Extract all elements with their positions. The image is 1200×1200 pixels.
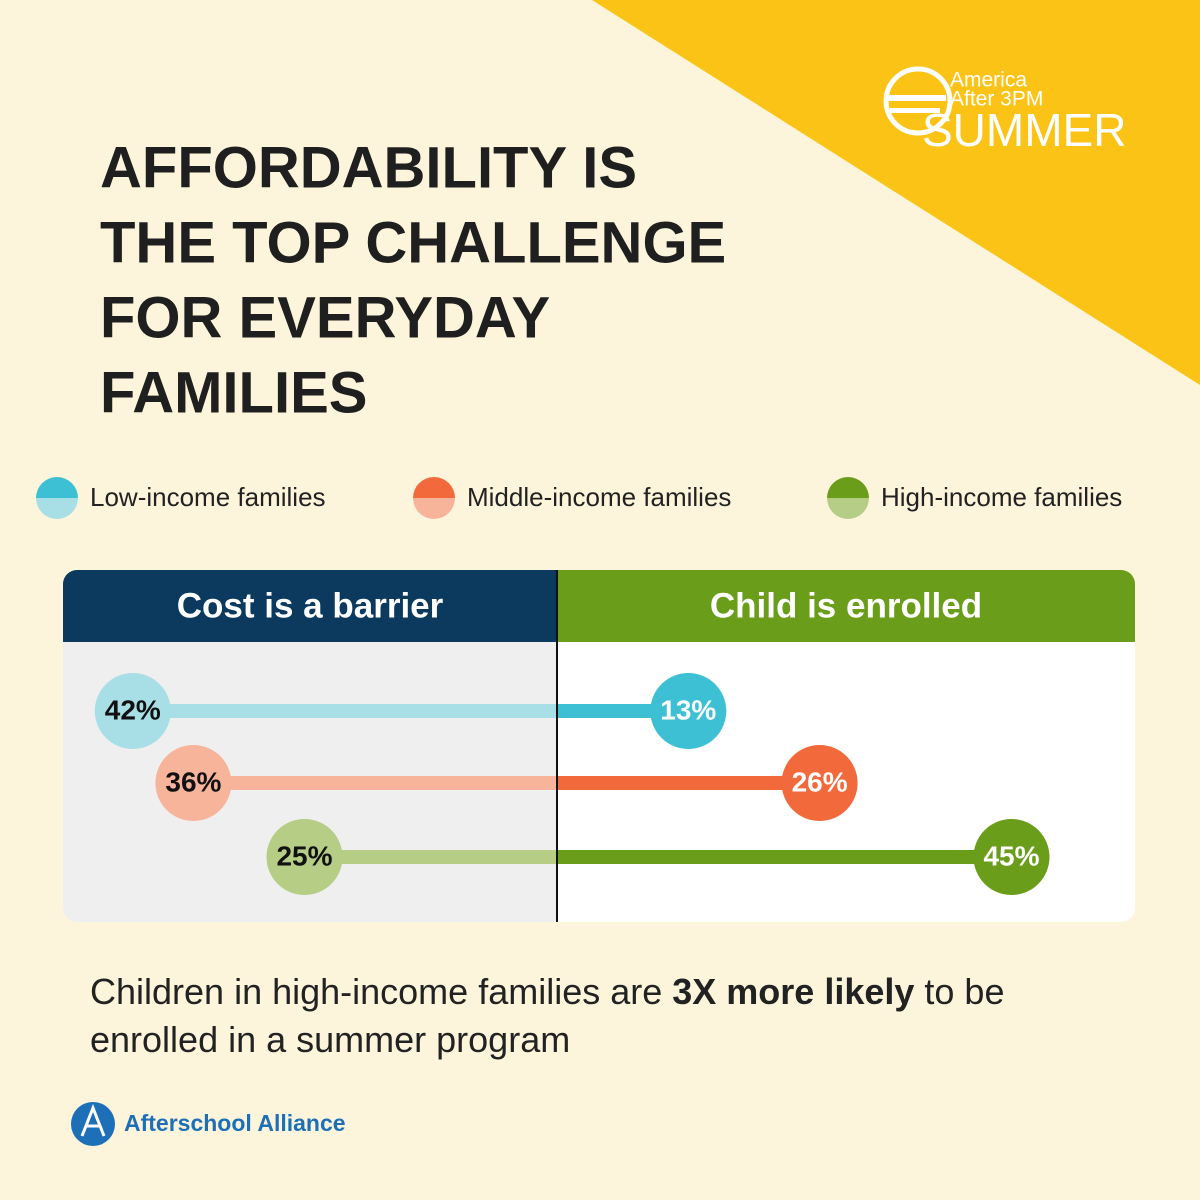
title-line: THE TOP CHALLENGE bbox=[100, 210, 726, 275]
bar-left bbox=[132, 704, 558, 718]
brand-line: America bbox=[950, 69, 1027, 92]
org-name: Afterschool Alliance bbox=[124, 1110, 346, 1136]
value-label: 45% bbox=[983, 840, 1039, 871]
corner bbox=[592, 0, 1200, 385]
legend-swatch bbox=[827, 477, 869, 498]
logo-mark bbox=[80, 1103, 106, 1137]
value-label: 36% bbox=[165, 766, 221, 797]
value-label: 25% bbox=[276, 840, 332, 871]
title-line: AFFORDABILITY IS bbox=[100, 135, 637, 200]
value-label: 42% bbox=[105, 694, 161, 725]
header-label: Child is enrolled bbox=[710, 586, 982, 625]
header-label: Cost is a barrier bbox=[177, 586, 444, 625]
value-label: 26% bbox=[792, 766, 848, 797]
title-line: FAMILIES bbox=[100, 360, 367, 425]
dot-left bbox=[94, 673, 171, 749]
legend-label: High-income families bbox=[881, 482, 1122, 512]
title-line: FOR EVERYDAY bbox=[100, 285, 550, 350]
note-text: 3X more likely bbox=[672, 971, 915, 1012]
dot-left bbox=[155, 745, 232, 821]
note-text: Children in high-income families are bbox=[90, 971, 673, 1012]
header-left bbox=[63, 570, 557, 642]
bar-right bbox=[557, 850, 1012, 864]
legend-swatch bbox=[36, 477, 78, 498]
header-right bbox=[557, 570, 1135, 642]
legend-swatch bbox=[413, 498, 455, 519]
legend-swatch bbox=[827, 498, 869, 519]
brand-logo: America After 3PM SUMMER bbox=[883, 66, 1126, 156]
legend-swatch bbox=[36, 498, 78, 519]
value-label: 13% bbox=[660, 694, 716, 725]
legend-swatch bbox=[413, 477, 455, 498]
dot-right bbox=[650, 673, 727, 749]
dot-left bbox=[266, 819, 343, 895]
legend-label: Low-income families bbox=[90, 482, 326, 512]
brand-line: After 3PM bbox=[950, 88, 1043, 111]
logo-stripe bbox=[884, 95, 946, 101]
dot-right bbox=[973, 819, 1050, 895]
bar-right bbox=[557, 776, 820, 790]
legend-label: Middle-income families bbox=[467, 482, 731, 512]
logo-stripe bbox=[890, 108, 940, 113]
bar-left bbox=[193, 776, 557, 790]
bar-left bbox=[304, 850, 557, 864]
note-text: to be enrolled in a summer program bbox=[90, 971, 1015, 1060]
footer-logo: Afterschool Alliance bbox=[71, 1102, 346, 1146]
brand-line: SUMMER bbox=[922, 104, 1126, 156]
note: Children in high-income families are 3X … bbox=[90, 968, 1110, 1064]
dot-right bbox=[781, 745, 858, 821]
